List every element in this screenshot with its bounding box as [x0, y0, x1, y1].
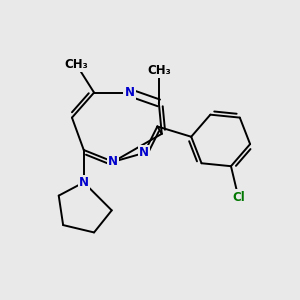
- Text: Cl: Cl: [232, 190, 245, 204]
- Text: N: N: [124, 86, 134, 99]
- Text: CH₃: CH₃: [147, 64, 171, 77]
- Text: N: N: [108, 155, 118, 168]
- Text: CH₃: CH₃: [64, 58, 88, 71]
- Text: N: N: [79, 176, 89, 189]
- Text: N: N: [139, 146, 149, 159]
